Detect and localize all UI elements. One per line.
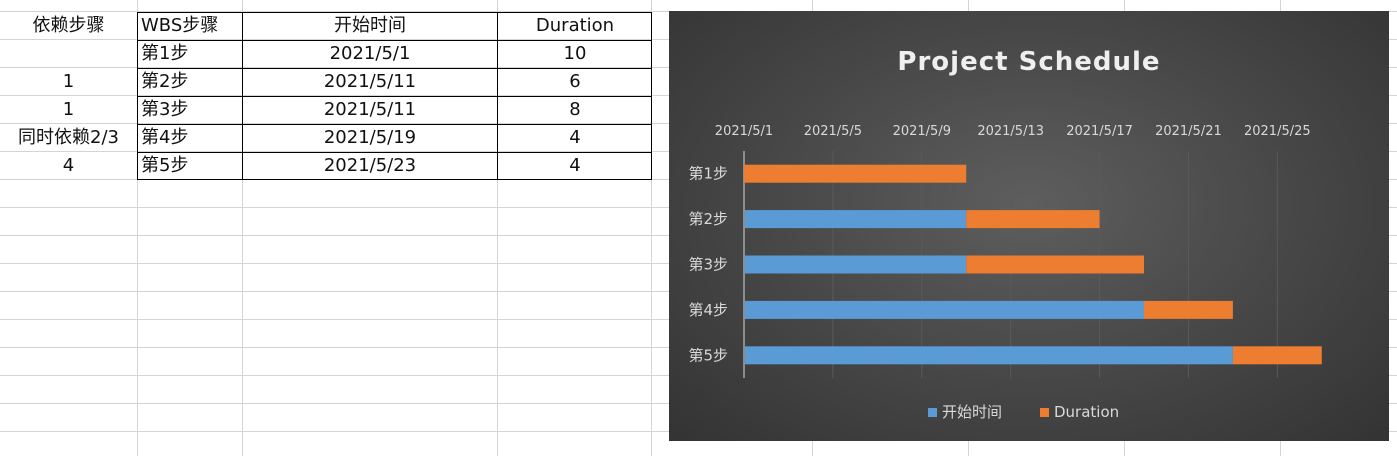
header-dependency[interactable]: 依赖步骤	[32, 15, 105, 36]
cell-dependency[interactable]: 4	[62, 155, 75, 176]
x-tick-label: 2021/5/13	[977, 124, 1044, 139]
cell-start-time[interactable]: 2021/5/11	[323, 71, 417, 92]
cell-start-time[interactable]: 2021/5/19	[323, 127, 417, 148]
legend-label: 开始时间	[942, 403, 1002, 421]
table-border	[651, 12, 652, 180]
x-tick-label: 2021/5/21	[1155, 124, 1222, 139]
table-border	[137, 179, 652, 180]
header-duration[interactable]: Duration	[535, 15, 615, 36]
chart-title: Project Schedule	[897, 47, 1161, 77]
x-tick-label: 2021/5/9	[893, 124, 951, 139]
cell-start-time[interactable]: 2021/5/11	[323, 99, 417, 120]
legend-swatch	[1040, 408, 1049, 417]
bar-duration	[966, 210, 1100, 229]
chart-plot: 2021/5/1 2021/5/5 2021/5/9 2021/5/13 2021/5/…	[688, 124, 1322, 421]
table-border	[137, 124, 652, 125]
table-border	[242, 12, 243, 180]
table-border	[137, 40, 652, 41]
cell-wbs-step[interactable]: 第3步	[141, 99, 189, 120]
legend-swatch	[928, 408, 937, 417]
cell-dependency[interactable]: 同时依赖2/3	[18, 127, 119, 148]
bar-duration	[1232, 346, 1322, 365]
bar-duration	[1144, 300, 1233, 319]
table-border	[137, 152, 652, 153]
bar-duration	[966, 255, 1144, 274]
legend-label: Duration	[1054, 403, 1119, 421]
table-border	[137, 96, 652, 97]
cell-dependency[interactable]: 1	[62, 99, 75, 120]
header-wbs-step[interactable]: WBS步骤	[141, 15, 219, 36]
cell-start-time[interactable]: 2021/5/1	[329, 43, 411, 64]
x-tick-label: 2021/5/25	[1244, 124, 1311, 139]
cell-duration[interactable]: 8	[569, 99, 581, 120]
x-tick-label: 2021/5/5	[804, 124, 862, 139]
bar-start-time	[745, 255, 967, 274]
cell-duration[interactable]: 10	[563, 43, 587, 64]
cell-wbs-step[interactable]: 第2步	[141, 71, 189, 92]
gantt-chart[interactable]: Project Schedule 2021/5/1 2021/5/5 2021/5/…	[669, 11, 1389, 441]
table-border	[497, 12, 498, 180]
category-label: 第2步	[688, 210, 728, 228]
cell-dependency[interactable]: 1	[62, 71, 75, 92]
cell-wbs-step[interactable]: 第5步	[141, 155, 189, 176]
cell-wbs-step[interactable]: 第1步	[141, 43, 189, 64]
cell-start-time[interactable]: 2021/5/23	[323, 155, 417, 176]
header-start-time[interactable]: 开始时间	[334, 15, 406, 36]
table-border	[137, 68, 652, 69]
cell-duration[interactable]: 4	[569, 127, 581, 148]
cell-wbs-step[interactable]: 第4步	[141, 127, 189, 148]
bar-duration	[744, 164, 967, 183]
table-border	[137, 12, 652, 13]
category-label: 第5步	[688, 346, 728, 364]
x-tick-label: 2021/5/1	[715, 124, 773, 139]
bar-start-time	[745, 300, 1144, 319]
x-tick-label: 2021/5/17	[1066, 124, 1133, 139]
cell-dependency[interactable]	[0, 40, 137, 68]
bar-start-time	[745, 346, 1233, 365]
category-label: 第1步	[688, 165, 728, 183]
cell-duration[interactable]: 4	[569, 155, 581, 176]
category-label: 第4步	[688, 301, 728, 319]
table-border	[137, 12, 138, 180]
bar-start-time	[745, 210, 967, 229]
category-label: 第3步	[688, 256, 728, 274]
cell-duration[interactable]: 6	[569, 71, 581, 92]
